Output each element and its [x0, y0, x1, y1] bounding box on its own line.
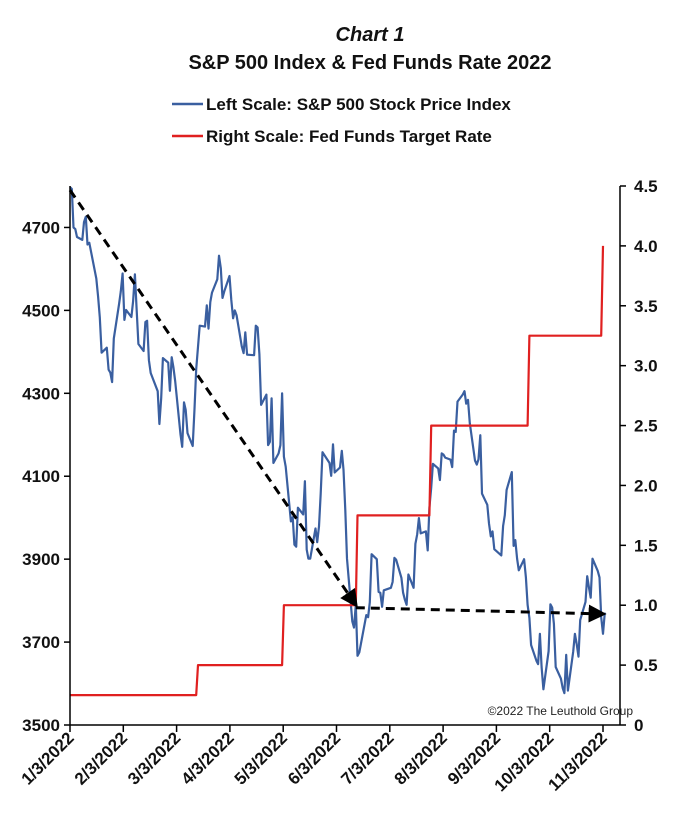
right-tick-label: 0: [634, 716, 643, 735]
series-sp500-line: [69, 186, 606, 695]
right-tick-label: 1.5: [634, 536, 658, 555]
right-tick-label: 3.0: [634, 357, 658, 376]
trend-arrow-3: [355, 604, 607, 623]
x-tick-label: 7/3/2022: [337, 728, 397, 788]
plot-area: [68, 186, 607, 697]
x-tick-label: 3/3/2022: [124, 728, 184, 788]
legend: Left Scale: S&P 500 Stock Price Index Ri…: [172, 95, 511, 146]
x-tick-label: 6/3/2022: [284, 728, 344, 788]
x-tick-label: 4/3/2022: [177, 728, 237, 788]
x-tick-label: 1/3/2022: [18, 728, 78, 788]
x-tick-label: 8/3/2022: [391, 728, 451, 788]
trend-arrow-2: [68, 189, 358, 608]
right-tick-label: 0.5: [634, 656, 658, 675]
copyright-annotation: ©2022 The Leuthold Group: [488, 704, 634, 718]
x-tick-label: 2/3/2022: [71, 728, 131, 788]
series-fed-funds-line: [70, 245, 605, 697]
legend-label-fed-funds: Right Scale: Fed Funds Target Rate: [206, 127, 492, 146]
x-tick-label: 11/3/2022: [545, 728, 611, 794]
x-tick-label: 5/3/2022: [231, 728, 291, 788]
legend-label-sp500: Left Scale: S&P 500 Stock Price Index: [206, 95, 511, 114]
left-tick-label: 4700: [22, 218, 60, 237]
left-tick-label: 3700: [22, 633, 60, 652]
right-tick-label: 2.0: [634, 476, 658, 495]
left-tick-label: 3900: [22, 550, 60, 569]
right-tick-label: 1.0: [634, 596, 658, 615]
chart-title: Chart 1: [336, 24, 405, 46]
left-tick-label: 3500: [22, 716, 60, 735]
right-tick-label: 2.5: [634, 417, 658, 436]
left-tick-label: 4100: [22, 467, 60, 486]
left-tick-label: 4500: [22, 301, 60, 320]
chart-subtitle: S&P 500 Index & Fed Funds Rate 2022: [188, 52, 551, 74]
right-tick-label: 4.5: [634, 177, 658, 196]
axes: 3500 3700 3900 4100 4300 4500 4700 0 0.5 1.0 1.5 2.…: [18, 177, 658, 795]
left-tick-label: 4300: [22, 384, 60, 403]
right-tick-label: 4.0: [634, 237, 658, 256]
right-tick-label: 3.5: [634, 297, 658, 316]
